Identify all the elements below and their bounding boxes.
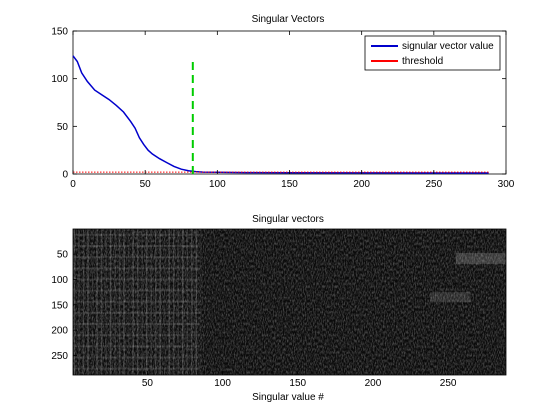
heatmap-bright-patch [430,292,471,303]
heatmap-column [87,229,89,375]
heatmap-column [172,229,175,375]
legend-box [364,35,501,71]
heatmap-bands [73,229,506,375]
heatmap-column [150,229,152,375]
heatmap-row-band [73,244,201,247]
heatmap-column [114,229,116,375]
bottom-x-ticks: 50 100 150 200 250 [142,371,457,389]
heatmap-column [123,229,125,375]
y-tick-label: 150 [51,27,68,38]
x-tick-label: 50 [142,378,154,389]
heatmap-column [182,229,184,375]
x-tick-label: 100 [214,378,231,389]
singular-vectors-heatmap: Singular vectors 50 100 150 200 250 50 100 150… [51,214,507,403]
bottom-y-ticks: 50 100 150 200 250 [51,250,77,362]
heatmap-column [159,229,161,375]
series-line-signular-vector-value [72,55,489,174]
legend-label-threshold: threshold [402,56,443,67]
heatmap-column [96,229,98,375]
heatmap-column [109,229,112,375]
y-tick-label: 100 [51,275,68,286]
top-y-ticks: 0 50 100 150 [51,27,506,181]
heatmap-column [195,229,198,375]
x-tick-label: 250 [425,179,442,190]
heatmap-column [177,229,179,375]
heatmap-column [118,229,121,375]
heatmap-row-band [73,289,201,292]
heatmap-row-band [73,267,201,270]
x-tick-label: 150 [289,378,306,389]
heatmap-row-band [73,367,201,370]
x-tick-label: 250 [440,378,457,389]
heatmap-column [132,229,134,375]
y-tick-label: 50 [57,122,69,133]
y-tick-label: 50 [57,250,69,261]
bottom-plot-area [72,228,507,376]
x-tick-label: 300 [498,179,515,190]
heatmap-column [168,229,170,375]
heatmap-column [100,229,103,375]
heatmap-bright-patch [455,253,506,265]
heatmap-column [105,229,107,375]
heatmap-column [154,229,157,375]
heatmap-row-band [73,256,201,259]
heatmap-column [78,229,80,375]
heatmap-row-band [73,356,201,359]
heatmap-row-band [73,311,201,314]
heatmap-column [141,229,143,375]
y-tick-label: 250 [51,351,68,362]
legend-label-signular-vector-value: signular vector value [402,41,494,52]
y-tick-label: 0 [62,170,68,181]
heatmap-image [73,229,506,375]
heatmap-column [163,229,166,375]
heatmap-column [73,229,76,375]
heatmap-column [186,229,189,375]
top-series-group [72,55,489,174]
top-legend: signular vector value threshold [364,35,501,71]
heatmap-column [91,229,94,375]
singular-vectors-line-chart: Singular Vectors 0 50 100 150 200 250 300 0 50 1… [51,14,514,190]
heatmap-row-band [73,278,201,281]
heatmap-row-band [73,300,201,303]
x-tick-label: 150 [281,179,298,190]
heatmap-row-band [73,323,201,326]
heatmap-row-band [73,334,201,337]
heatmap-column [200,229,202,375]
heatmap-column [191,229,193,375]
y-tick-label: 150 [51,300,68,311]
top-chart-title: Singular Vectors [252,14,325,25]
heatmap-row-band [73,345,201,348]
x-tick-label: 200 [365,378,382,389]
bottom-chart-title: Singular vectors [252,214,324,225]
bottom-x-axis-label: Singular value # [252,392,324,403]
heatmap-column [127,229,130,375]
x-tick-label: 50 [140,179,152,190]
y-tick-label: 100 [51,74,68,85]
x-tick-label: 0 [70,179,76,190]
heatmap-column [145,229,148,375]
heatmap-column [136,229,139,375]
heatmap-row-band [73,233,201,236]
x-tick-label: 200 [353,179,370,190]
x-tick-label: 100 [209,179,226,190]
heatmap-column [82,229,85,375]
top-x-ticks: 0 50 100 150 200 250 300 [70,31,515,190]
y-tick-label: 200 [51,326,68,337]
